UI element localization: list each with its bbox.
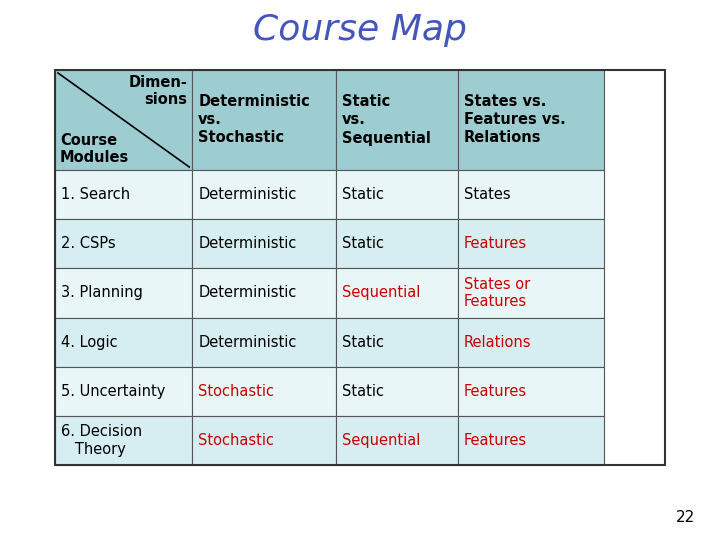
Text: 1. Search: 1. Search [61, 187, 130, 202]
Bar [458, 170, 604, 219]
Bar [458, 70, 604, 170]
Text: Stochastic: Stochastic [198, 384, 274, 399]
Text: Static: Static [341, 384, 384, 399]
Text: Sequential: Sequential [341, 433, 420, 448]
Bar [192, 70, 336, 170]
Text: Course Map: Course Map [253, 13, 467, 47]
Text: Static: Static [341, 237, 384, 251]
Text: Deterministic: Deterministic [198, 286, 297, 300]
Bar [458, 318, 604, 367]
Bar [336, 416, 458, 465]
Text: Deterministic: Deterministic [198, 187, 297, 202]
Text: Features: Features [464, 433, 527, 448]
Text: States or
Features: States or Features [464, 276, 530, 309]
Text: Course
Modules: Course Modules [60, 133, 130, 165]
Bar [458, 219, 604, 268]
Bar [336, 70, 458, 170]
Text: Sequential: Sequential [341, 286, 420, 300]
Text: 22: 22 [676, 510, 695, 525]
Bar [55, 70, 192, 170]
Bar [55, 219, 192, 268]
Bar [55, 70, 665, 465]
Text: Dimen-
sions: Dimen- sions [128, 75, 187, 107]
Bar [55, 318, 192, 367]
Text: Static
vs.
Sequential: Static vs. Sequential [341, 94, 431, 145]
Bar [55, 268, 192, 318]
Bar [55, 170, 192, 219]
Text: 2. CSPs: 2. CSPs [61, 237, 116, 251]
Bar [192, 318, 336, 367]
Bar [55, 367, 192, 416]
Bar [192, 367, 336, 416]
Bar [336, 268, 458, 318]
Text: Features: Features [464, 384, 527, 399]
Text: Features: Features [464, 237, 527, 251]
Bar [336, 367, 458, 416]
Text: States vs.
Features vs.
Relations: States vs. Features vs. Relations [464, 94, 565, 145]
Text: 5. Uncertainty: 5. Uncertainty [61, 384, 166, 399]
Text: 6. Decision
   Theory: 6. Decision Theory [61, 424, 142, 457]
Bar [192, 268, 336, 318]
Text: Deterministic: Deterministic [198, 237, 297, 251]
Bar [458, 268, 604, 318]
Bar [458, 367, 604, 416]
Text: 3. Planning: 3. Planning [61, 286, 143, 300]
Text: Relations: Relations [464, 335, 531, 349]
Bar [192, 219, 336, 268]
Bar [336, 219, 458, 268]
Text: Stochastic: Stochastic [198, 433, 274, 448]
Text: Deterministic
vs.
Stochastic: Deterministic vs. Stochastic [198, 94, 310, 145]
Bar [192, 170, 336, 219]
Text: Deterministic: Deterministic [198, 335, 297, 349]
Bar [458, 416, 604, 465]
Text: Static: Static [341, 187, 384, 202]
Bar [336, 170, 458, 219]
Text: States: States [464, 187, 510, 202]
Text: Static: Static [341, 335, 384, 349]
Bar [55, 416, 192, 465]
Bar [336, 318, 458, 367]
Bar [192, 416, 336, 465]
Text: 4. Logic: 4. Logic [61, 335, 117, 349]
